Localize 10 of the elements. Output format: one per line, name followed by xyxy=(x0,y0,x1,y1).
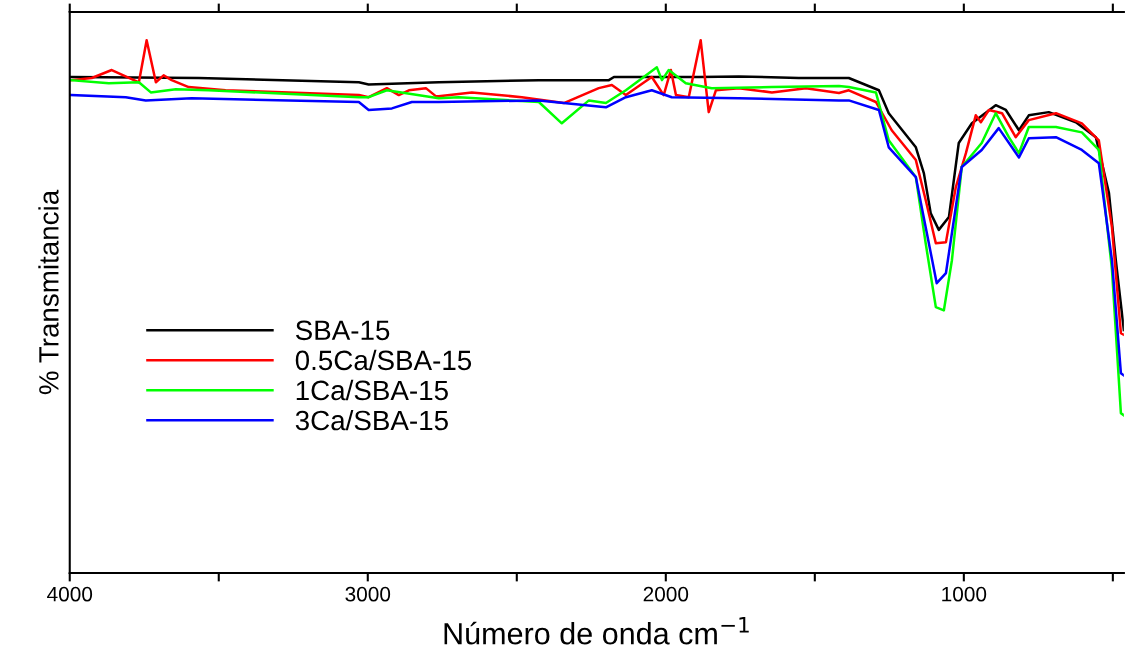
legend-label: 0.5Ca/SBA-15 xyxy=(295,349,472,371)
x-tick-label: 4000 xyxy=(47,586,93,602)
legend-label: 3Ca/SBA-15 xyxy=(295,409,448,431)
y-axis-title: % Transmitancia xyxy=(38,189,59,395)
x-axis-title: Número de onda cm$^{−1}$ xyxy=(444,616,749,645)
x-tick-label: 1000 xyxy=(942,586,987,602)
legend-label: 1Ca/SBA-15 xyxy=(296,379,448,401)
x-tick-label: 3000 xyxy=(345,586,391,602)
legend-label: SBA-15 xyxy=(295,320,390,341)
x-tick-label: 2000 xyxy=(643,586,689,602)
